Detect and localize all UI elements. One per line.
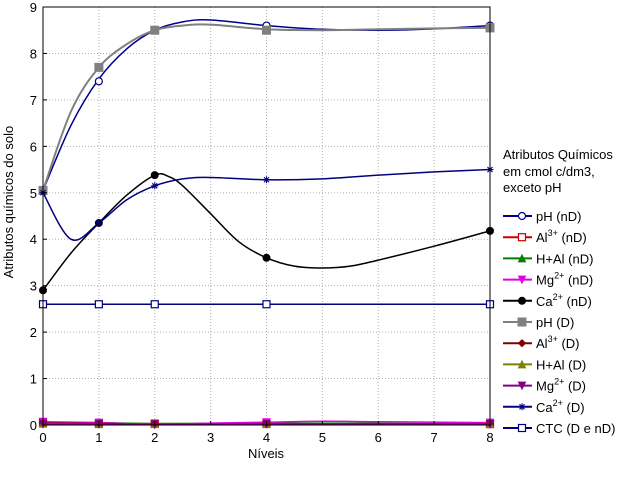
y-tick-label: 2	[30, 325, 37, 340]
legend-title-line-2: em cmol c/dm3,	[503, 164, 595, 179]
y-tick-label: 5	[30, 186, 37, 201]
legend-label: CTC (D e nD)	[536, 421, 615, 436]
data-point	[94, 300, 103, 309]
data-point	[150, 25, 160, 35]
x-tick-label: 5	[319, 430, 326, 445]
legend-label: H+Al (D)	[536, 357, 586, 372]
x-tick-label: 7	[431, 430, 438, 445]
data-point	[94, 62, 104, 72]
legend-marker	[517, 317, 527, 327]
data-point	[94, 77, 103, 86]
legend-entries: pH (nD) Al3+ (nD) H+Al (nD) Mg2+ (nD) Ca2+ (…	[503, 209, 615, 436]
x-tick-label: 8	[486, 430, 493, 445]
series-lines	[42, 19, 491, 426]
legend-label: pH (D)	[536, 315, 574, 330]
series-line	[42, 23, 491, 191]
data-point	[150, 171, 159, 180]
legend-title-line-1: Atributos Químicos	[503, 147, 613, 162]
data-point	[95, 219, 103, 227]
legend-label: Ca2+ (nD)	[536, 292, 592, 309]
legend-label: Al3+ (nD)	[536, 228, 587, 245]
legend-marker	[517, 338, 527, 348]
legend-label: pH (nD)	[536, 209, 582, 224]
legend-marker	[517, 381, 527, 391]
y-tick-label: 4	[30, 232, 37, 247]
legend-title-line-3: exceto pH	[503, 180, 562, 195]
legend-marker	[518, 296, 526, 305]
y-tick-label: 0	[30, 418, 37, 433]
x-tick-label: 1	[95, 430, 102, 445]
data-point	[263, 176, 270, 184]
y-tick-label: 1	[30, 372, 37, 387]
legend-marker	[517, 359, 527, 369]
legend-label: Mg2+ (nD)	[536, 271, 593, 288]
x-tick-label: 0	[39, 430, 46, 445]
x-tick-label: 4	[263, 430, 270, 445]
x-tick-label: 3	[207, 430, 214, 445]
series-line	[42, 172, 491, 291]
x-tick-label: 6	[375, 430, 382, 445]
y-tick-label: 7	[30, 93, 37, 108]
x-axis-title: Níveis	[248, 446, 285, 461]
y-axis-title: Atributos químicos do solo	[1, 126, 16, 278]
data-point	[262, 300, 271, 309]
data-point	[262, 25, 271, 35]
legend-marker	[517, 253, 527, 263]
grid	[43, 7, 490, 425]
legend-marker	[517, 211, 527, 221]
ticks: 0 1 2 3 4 5 6 7 8 0 1 2 3 4 5 6 7 8 9	[30, 0, 494, 445]
y-tick-label: 3	[30, 279, 37, 294]
legend-marker	[518, 403, 526, 411]
y-tick-label: 8	[30, 46, 37, 61]
legend-label: Mg2+ (D)	[536, 377, 586, 394]
legend-label: H+Al (nD)	[536, 251, 593, 266]
legend-marker	[517, 423, 527, 433]
y-tick-label: 9	[30, 0, 37, 15]
legend: Atributos Químicos em cmol c/dm3, exceto…	[503, 147, 615, 436]
legend-label: Ca2+ (D)	[536, 398, 585, 415]
legend-label: Al3+ (D)	[536, 334, 580, 351]
y-tick-label: 6	[30, 139, 37, 154]
legend-marker	[517, 275, 527, 285]
data-point	[262, 253, 271, 262]
data-point	[150, 300, 159, 309]
data-point	[151, 182, 159, 190]
x-tick-label: 2	[151, 430, 158, 445]
legend-marker	[517, 233, 527, 242]
